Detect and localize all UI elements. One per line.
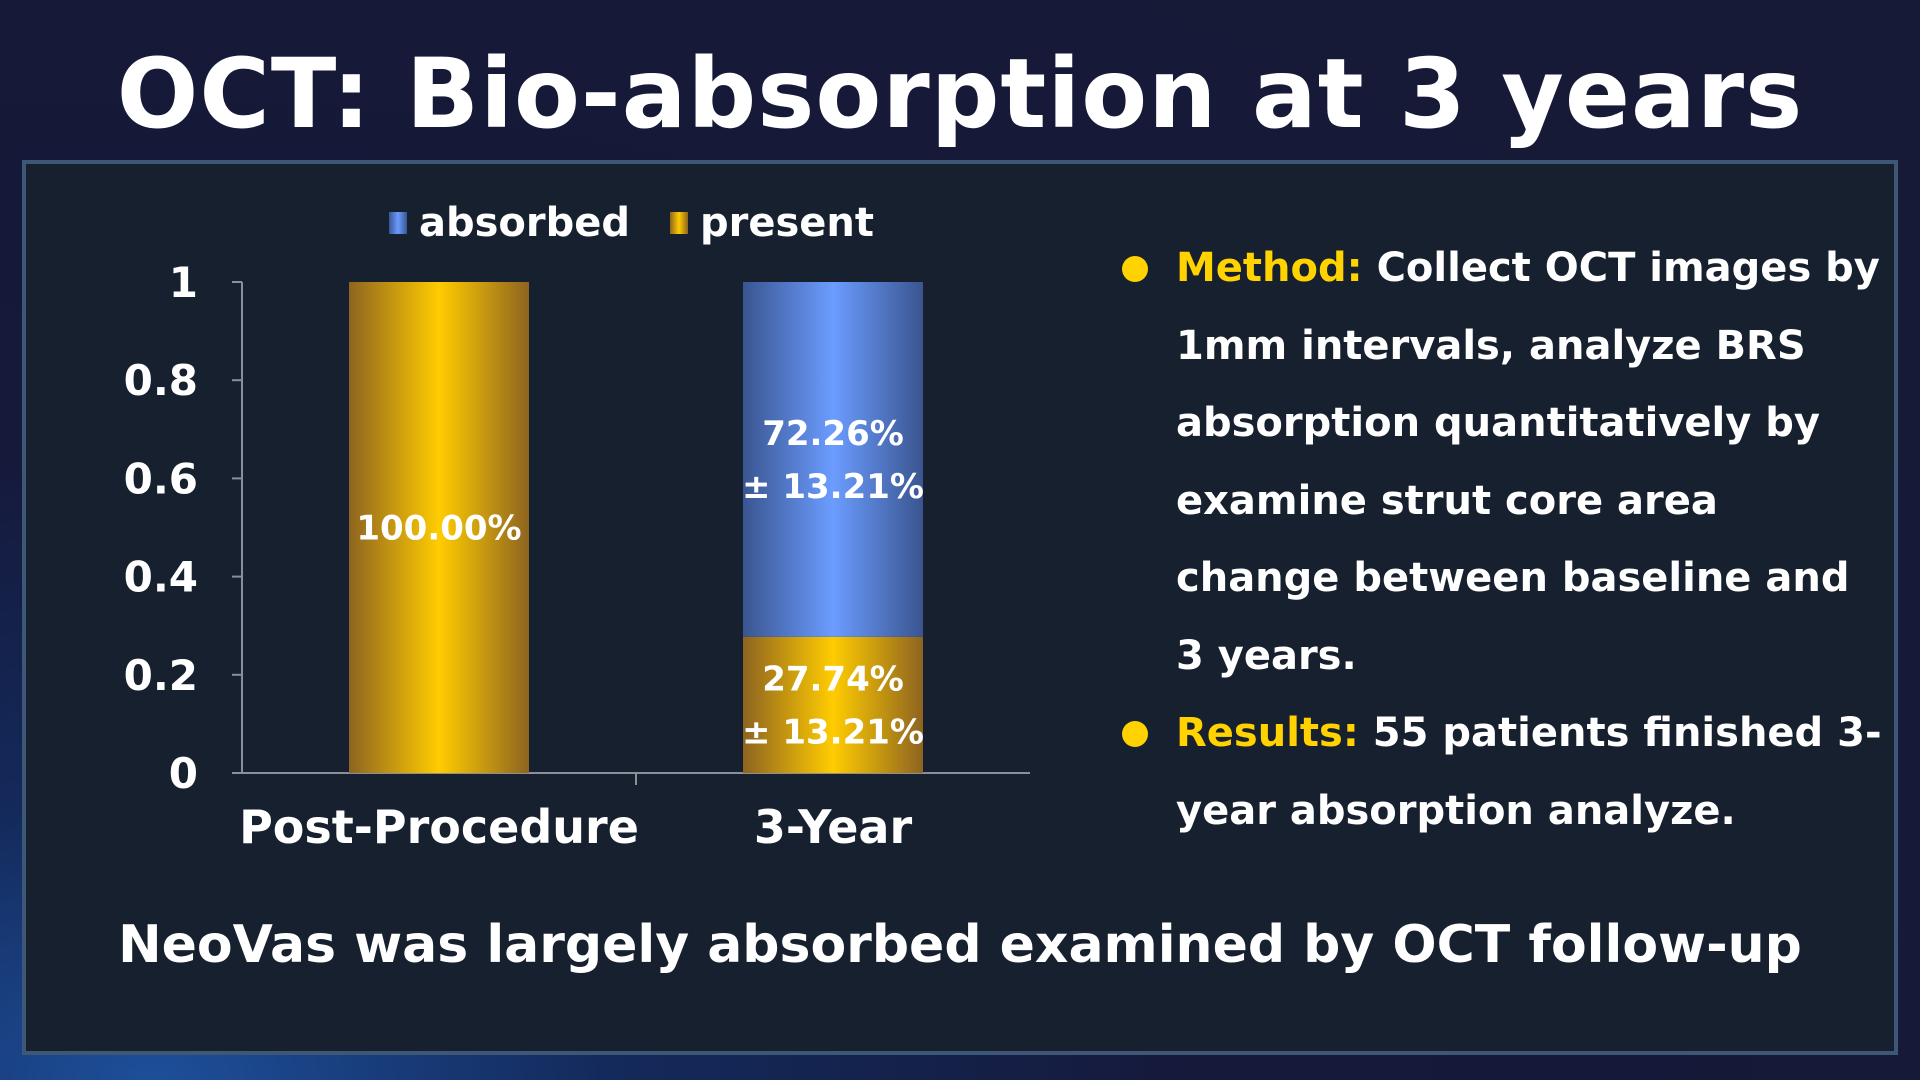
bullet-list: Method: Collect OCT images by 1mm interv… — [1090, 230, 1890, 850]
results-lead: Results: — [1176, 710, 1359, 756]
bar-present — [743, 636, 923, 773]
slide-title: OCT: Bio-absorption at 3 years — [116, 38, 1804, 150]
bullet-method: Method: Collect OCT images by 1mm interv… — [1090, 230, 1890, 695]
y-tick-label: 1 — [169, 258, 198, 307]
legend-label: absorbed — [419, 200, 630, 246]
y-tick-label: 0 — [169, 749, 198, 798]
x-tick-label: Post-Procedure — [239, 800, 639, 854]
bar-absorbed — [743, 282, 923, 637]
y-tick-label: 0.6 — [124, 454, 198, 503]
method-lead: Method: — [1176, 245, 1363, 291]
x-tick-label: 3-Year — [754, 800, 913, 854]
y-tick-label: 0.4 — [124, 553, 198, 602]
bullet-dot — [1122, 721, 1148, 747]
y-tick-label: 0.8 — [124, 356, 198, 405]
legend-swatch-absorbed — [389, 212, 407, 234]
data-label: ± 13.21% — [742, 712, 924, 752]
method-text: Collect OCT images by 1mm intervals, ana… — [1176, 245, 1880, 679]
legend-swatch-present — [670, 212, 688, 234]
data-label: 100.00% — [356, 509, 521, 549]
data-label: 72.26% — [762, 414, 904, 454]
slide-caption: NeoVas was largely absorbed examined by … — [118, 915, 1802, 975]
legend-label: present — [700, 200, 874, 246]
data-label: 27.74% — [762, 659, 904, 699]
bar-present — [349, 282, 529, 773]
bullet-dot — [1122, 256, 1148, 282]
content-panel — [22, 160, 1898, 1055]
results-text: 55 patients finished 3-year absorption a… — [1176, 710, 1882, 834]
bullet-results: Results: 55 patients finished 3-year abs… — [1090, 695, 1890, 850]
y-tick-label: 0.2 — [124, 651, 198, 700]
data-label: ± 13.21% — [742, 467, 924, 507]
